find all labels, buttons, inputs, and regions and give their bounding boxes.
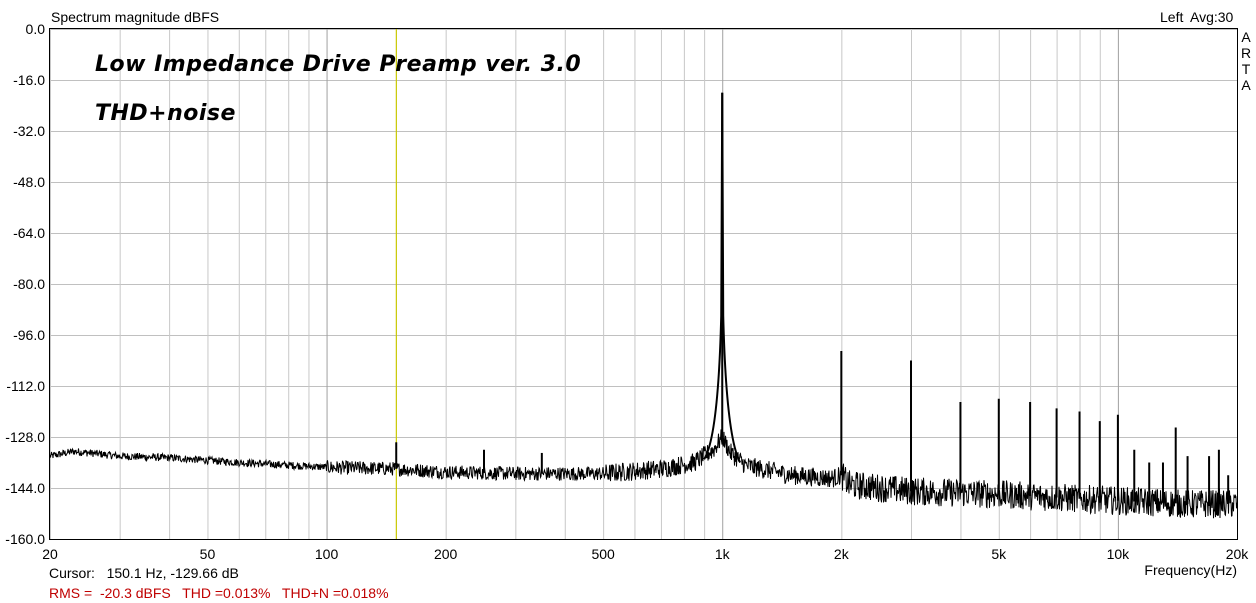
brand-letter: A: [1241, 29, 1251, 45]
x-axis: 20 50 100 200 500 1k 2k 5k 10k 20k: [42, 546, 1249, 562]
y-tick-label: 0.0: [26, 21, 46, 37]
series-layer: [49, 92, 1238, 519]
annotation-subtitle: THD+noise: [95, 101, 236, 126]
y-tick-label: -160.0: [5, 531, 45, 547]
plot-frame: [49, 28, 1238, 540]
x-tick-label: 100: [315, 546, 339, 562]
y-tick-label: -48.0: [13, 174, 45, 190]
y-tick-label: -64.0: [13, 225, 45, 241]
y-axis: 0.0 -16.0 -32.0 -48.0 -64.0 -80.0 -96.0 -112.0 -…: [5, 21, 45, 547]
y-tick-label: -32.0: [13, 123, 45, 139]
y-tick-label: -16.0: [13, 72, 45, 88]
spectrum-trace: [49, 429, 1238, 519]
rms-thd-readout: RMS = -20.3 dBFS THD =0.013% THD+N =0.01…: [49, 585, 389, 601]
x-tick-label: 2k: [834, 546, 850, 562]
brand-letter: R: [1241, 45, 1251, 61]
y-tick-label: -80.0: [13, 276, 45, 292]
brand-letter: A: [1241, 77, 1251, 93]
channel-label: Left: [1160, 9, 1183, 25]
y-tick-label: -96.0: [13, 327, 45, 343]
x-tick-label: 500: [591, 546, 615, 562]
fundamental-skirt: [703, 92, 742, 463]
x-tick-label: 50: [200, 546, 216, 562]
x-tick-label: 200: [434, 546, 458, 562]
y-tick-label: -112.0: [6, 378, 45, 394]
cursor-readout: Cursor: 150.1 Hz, -129.66 dB: [49, 565, 239, 581]
x-tick-label: 10k: [1107, 546, 1131, 562]
y-tick-label: -144.0: [5, 480, 45, 496]
x-axis-label: Frequency(Hz): [1144, 562, 1237, 578]
annotation-title: Low Impedance Drive Preamp ver. 3.0: [95, 52, 581, 77]
chart-title: Spectrum magnitude dBFS: [51, 9, 219, 25]
avg-label: Avg:30: [1190, 9, 1234, 25]
y-tick-label: -128.0: [5, 429, 45, 445]
x-tick-label: 5k: [991, 546, 1007, 562]
brand-letter: T: [1242, 61, 1251, 77]
x-tick-label: 1k: [715, 546, 731, 562]
x-tick-label: 20: [42, 546, 58, 562]
x-tick-label: 20k: [1226, 546, 1250, 562]
